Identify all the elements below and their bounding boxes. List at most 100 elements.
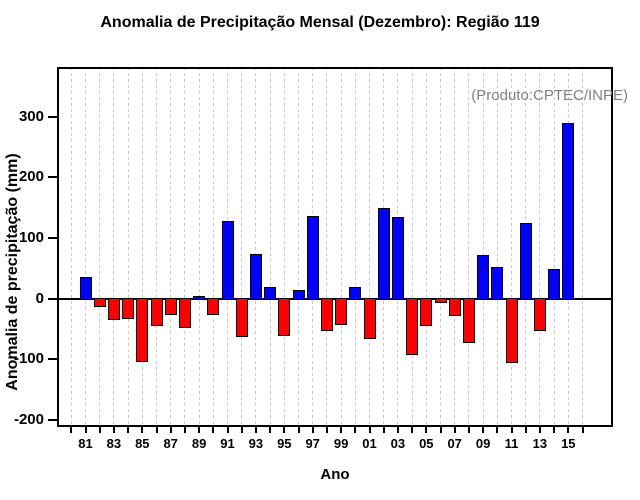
x-axis-tick-1989 [198,427,201,433]
bar-2006 [434,297,447,304]
gridline-year-1993 [255,67,257,427]
bar-2007 [448,297,461,317]
x-axis-tick-2016 [581,427,584,433]
gridline-year-1981 [85,67,86,427]
source-annotation: (Produto:CPTEC/INPE) [471,87,628,104]
x-axis-tick-1983 [112,427,115,433]
bar-1983 [107,297,120,321]
x-axis-tick-1985 [141,427,144,433]
x-axis-tick-1980 [70,427,73,433]
gridline-year-1992 [241,67,243,427]
x-axis-tick-1988 [183,427,186,433]
x-axis-tick-2011 [510,427,513,433]
gridline-year-2009 [482,67,484,427]
gridline-year-2005 [425,67,427,427]
gridline-year-2010 [496,67,498,427]
bar-1988 [178,297,191,328]
y-tick-label--200: -200 [13,410,44,428]
gridline-year-2000 [354,67,356,427]
y-axis-tick-100 [48,236,57,239]
bar-2015 [562,122,575,300]
bar-1999 [335,297,348,326]
gridline-year-1986 [156,67,157,427]
x-axis-tick-1981 [84,427,87,433]
y-tick-label-300: 300 [18,107,44,125]
x-tick-label-93: 93 [248,436,264,451]
gridline-year-1980 [70,67,72,427]
bar-2009 [477,254,490,300]
gridline-year-1984 [127,67,129,427]
x-tick-label-95: 95 [277,436,292,451]
x-axis-tick-2013 [538,427,541,433]
x-axis-tick-1995 [283,427,286,433]
gridline-year-1982 [99,67,101,427]
bar-2008 [462,297,475,344]
gridline-year-1983 [113,67,115,427]
x-axis-tick-1994 [269,427,272,433]
gridline-year-1988 [184,67,186,427]
bar-1998 [320,297,333,332]
gridline-year-2011 [511,67,512,427]
zero-baseline [57,297,613,300]
gridline-year-2014 [553,67,555,427]
x-axis-tick-2004 [411,427,414,433]
bar-1997 [306,216,319,300]
bar-1985 [136,297,149,362]
bar-1990 [207,297,220,315]
bar-2003 [391,217,404,300]
x-tick-label-03: 03 [390,436,406,451]
x-axis-tick-1992 [240,427,243,433]
x-tick-label-15: 15 [561,436,576,451]
x-tick-label-13: 13 [532,436,548,451]
gridline-year-1990 [212,67,214,427]
bar-1987 [164,297,177,315]
x-axis-tick-2000 [354,427,357,433]
x-axis-tick-2006 [439,427,442,433]
bar-1996 [292,290,305,300]
y-axis-tick-200 [48,176,57,179]
y-axis-title: Anomalia de precipitação (mm) [4,153,21,391]
gridline-year-2006 [440,67,441,427]
x-tick-label-91: 91 [220,436,235,451]
x-tick-label-11: 11 [504,436,519,451]
bar-2001 [363,297,376,339]
bar-1989 [193,295,206,300]
bar-2002 [377,207,390,300]
x-axis-tick-1986 [155,427,158,433]
gridline-year-2007 [454,67,456,427]
gridline-year-1996 [298,67,299,427]
x-tick-label-87: 87 [163,436,178,451]
x-tick-label-07: 07 [447,436,462,451]
x-axis-tick-1998 [325,427,328,433]
gridline-year-2001 [369,67,370,427]
x-axis-title: Ano [320,466,350,483]
x-tick-label-89: 89 [191,436,207,451]
bar-1991 [221,220,234,300]
bar-2005 [420,297,433,327]
gridline-year-2016 [582,67,583,427]
x-axis-tick-2007 [453,427,456,433]
bar-2000 [349,287,362,300]
x-axis-tick-1997 [311,427,314,433]
gridline-year-1994 [269,67,271,427]
bar-1981 [79,276,92,300]
x-axis-tick-2012 [524,427,527,433]
x-axis-tick-2002 [382,427,385,433]
y-axis-tick--100 [48,358,57,361]
x-axis-tick-2015 [567,427,570,433]
chart-title: Anomalia de Precipitação Mensal (Dezembr… [100,14,540,31]
y-tick-label--100: -100 [13,350,44,368]
y-tick-label-0: 0 [35,289,44,307]
y-axis-tick--200 [48,418,57,421]
bar-1994 [264,287,277,300]
bar-1993 [249,254,262,300]
x-tick-label-01: 01 [362,436,377,451]
bar-1986 [150,297,163,327]
gridline-year-2013 [539,67,541,427]
x-axis-tick-1996 [297,427,300,433]
bar-2014 [548,269,561,300]
gridline-year-2008 [468,67,470,427]
gridline-year-1998 [326,67,328,427]
bar-1984 [122,297,135,319]
